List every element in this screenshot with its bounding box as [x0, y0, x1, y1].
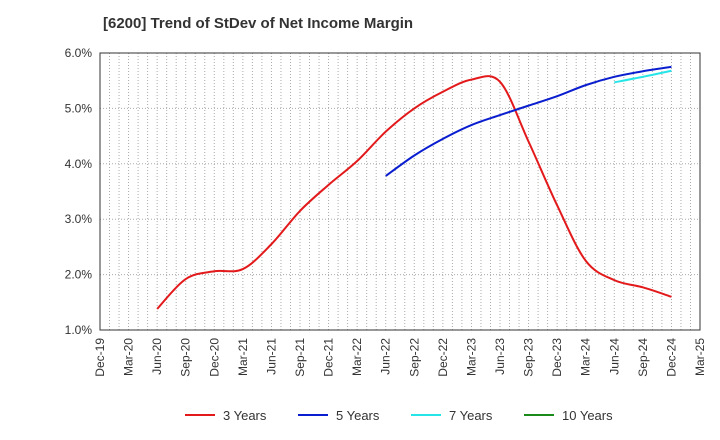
legend-label-7-years: 7 Years — [449, 408, 493, 423]
x-tick-label: Mar-20 — [122, 338, 136, 376]
x-tick-label: Mar-25 — [693, 338, 707, 376]
series-line-3-years — [156, 75, 672, 310]
plot-area: 1.0% 2.0% 3.0% 4.0% 5.0% 6.0% Dec-19 Mar-20 Jun-… — [65, 46, 707, 377]
x-tick-label: Jun-20 — [150, 338, 164, 375]
x-tick-label: Dec-22 — [436, 338, 450, 377]
x-tick-label: Jun-23 — [493, 338, 507, 375]
y-tick-label: 6.0% — [65, 46, 93, 60]
series-line-7-years — [614, 69, 672, 84]
y-tick-label: 5.0% — [65, 101, 93, 115]
x-tick-label: Jun-21 — [264, 338, 278, 375]
legend: 3 Years 5 Years 7 Years 10 Years — [185, 408, 613, 423]
chart-title: [6200] Trend of StDev of Net Income Marg… — [103, 15, 413, 32]
x-tick-label: Jun-22 — [379, 338, 393, 375]
x-tick-label: Dec-20 — [207, 338, 221, 377]
y-tick-label: 2.0% — [65, 268, 93, 282]
x-tick-label: Dec-19 — [93, 338, 107, 377]
x-tick-label: Dec-23 — [550, 338, 564, 377]
x-tick-label: Mar-21 — [236, 338, 250, 376]
x-tick-label: Jun-24 — [607, 338, 621, 375]
plot-border — [99, 52, 701, 331]
legend-label-3-years: 3 Years — [223, 408, 267, 423]
x-tick-label: Sep-24 — [636, 338, 650, 377]
y-tick-label: 3.0% — [65, 212, 93, 226]
x-tick-label: Mar-22 — [350, 338, 364, 376]
series-line-5-years — [385, 65, 672, 177]
x-tick-label: Sep-22 — [407, 338, 421, 377]
legend-label-5-years: 5 Years — [336, 408, 380, 423]
x-tick-label: Sep-23 — [522, 338, 536, 377]
x-tick-label: Dec-24 — [664, 338, 678, 377]
y-tick-label: 4.0% — [65, 157, 93, 171]
legend-label-10-years: 10 Years — [562, 408, 613, 423]
x-tick-label: Sep-20 — [179, 338, 193, 377]
x-tick-label: Mar-23 — [464, 338, 478, 376]
x-tick-label: Sep-21 — [293, 338, 307, 377]
x-tick-label: Mar-24 — [579, 338, 593, 376]
y-tick-label: 1.0% — [65, 323, 93, 337]
x-tick-label: Dec-21 — [322, 338, 336, 377]
